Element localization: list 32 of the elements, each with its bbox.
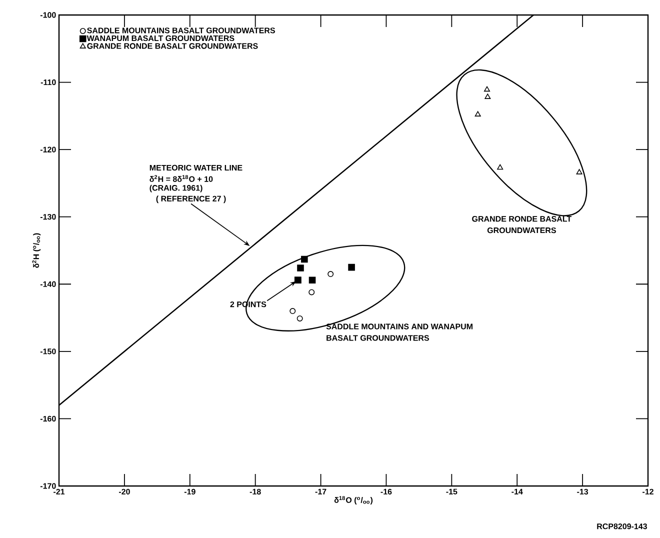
legend-label: WANAPUM BASALT GROUNDWATERS xyxy=(86,35,234,42)
text: RCP8209-143 xyxy=(597,524,647,530)
annotation: METEORIC WATER LINE xyxy=(150,164,242,171)
x-tick-label: -18 xyxy=(250,488,261,495)
y-tick-label: -170 xyxy=(40,483,56,489)
x-tick-label: -14 xyxy=(512,488,523,494)
x-tick-label: -17 xyxy=(315,488,326,494)
y-tick-label: -120 xyxy=(40,146,56,152)
x-tick-label: -13 xyxy=(577,488,588,495)
annotation: GRANDE RONDE BASALT xyxy=(472,216,572,222)
y-tick-label: -130 xyxy=(40,214,56,220)
legend-label: GRANDE RONDE BASALT GROUNDWATERS xyxy=(87,43,258,49)
annotation: GROUNDWATERS xyxy=(487,227,556,234)
x-tick-label: -15 xyxy=(446,488,458,494)
y-axis-title: δ$^{2}$H ($^{o}$/$_{oo}$) xyxy=(32,233,41,268)
annotation: SADDLE MOUNTAINS AND WANAPUM xyxy=(326,324,472,330)
x-tick-label: -21 xyxy=(54,488,65,494)
x-axis-title: δ$^{18}$O ($^{o}$/$_{oo}$) xyxy=(334,496,373,504)
annotation: ( REFERENCE 27 ) xyxy=(156,196,226,204)
x-tick-label: -19 xyxy=(184,488,196,495)
x-tick-label: -20 xyxy=(118,488,130,495)
y-tick-label: -160 xyxy=(40,416,56,422)
x-tick-label: -16 xyxy=(380,488,392,495)
y-tick-label: -150 xyxy=(40,348,56,354)
annotation: δ$^{2}$H = 8δ$^{18}$O + 10 xyxy=(150,175,213,182)
y-tick-label: -110 xyxy=(40,79,56,86)
annotation: BASALT GROUNDWATERS xyxy=(326,335,430,341)
annotation: (CRAIG. 1961) xyxy=(150,184,202,192)
legend-label: SADDLE MOUNTAINS BASALT GROUNDWATERS xyxy=(87,28,275,34)
y-tick-label: -140 xyxy=(40,281,56,287)
x-tick-label: -12 xyxy=(642,488,654,494)
y-tick-label: -100 xyxy=(40,12,56,18)
